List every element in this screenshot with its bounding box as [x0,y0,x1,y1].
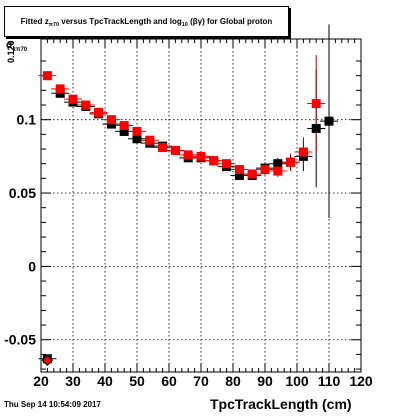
y-top-tick-label: 0.120 [6,40,16,63]
x-tick-label: 80 [225,373,241,389]
x-tick-labels: 20 30 40 50 60 70 80 90 100 110 120 [33,373,373,389]
data-point [260,165,270,175]
data-point [196,151,206,161]
data-point [286,157,296,167]
data-markers [41,71,334,366]
x-tick-label: 40 [97,373,113,389]
data-point [234,165,244,175]
data-point [145,135,155,145]
chart-title: Fitted zπ70 versus TpcTrackLength and lo… [4,6,289,37]
axis-ticks [40,39,362,372]
data-point [209,156,219,166]
data-point [81,100,91,110]
title-z-sub: π70 [48,22,60,28]
data-point [183,150,193,160]
data-point [222,159,232,169]
data-point [170,145,180,155]
y-tick-label: 0.05 [9,185,36,201]
data-point [119,121,129,131]
x-tick-label: 30 [65,373,81,389]
y-tick-label: 0.1 [17,112,37,128]
plot-frame [40,38,362,373]
x-tick-label: 20 [33,373,49,389]
x-tick-label: 110 [318,373,341,389]
data-point [247,169,257,179]
y-tick-label: 0 [28,258,36,274]
title-middle: versus TpcTrackLength and log [61,17,182,26]
grid [41,39,361,372]
data-point [234,170,244,180]
x-axis-title: TpcTrackLength (cm) [210,396,352,412]
data-point [273,159,283,169]
y-tick-label: -0.05 [4,332,36,348]
data-point [42,71,52,81]
y-axis-label-sub: zπ70 [12,47,28,53]
data-point [298,147,308,157]
x-tick-label: 120 [349,373,373,389]
data-point [311,123,321,133]
title-z: z [44,17,49,26]
data-point [273,166,283,176]
data-point [68,94,78,104]
y-axis-label: σzπ70 [6,40,27,53]
data-point [311,99,321,109]
data-point [132,134,142,144]
data-point [324,116,334,126]
x-tick-label: 100 [285,373,309,389]
x-tick-label: 50 [129,373,145,389]
data-point [55,84,65,94]
title-prefix: Fitted [20,17,43,26]
data-point [119,126,129,136]
x-tick-label: 90 [257,373,273,389]
title-log-sub: 10 [181,22,188,28]
data-point [132,126,142,136]
data-point [158,143,168,153]
data-point [106,115,116,125]
diamond-marker [41,354,54,366]
footer-timestamp: Thu Sep 14 10:54:09 2017 [4,400,101,409]
y-axis-label-main: σ [6,40,13,51]
x-tick-label: 70 [193,373,209,389]
title-suffix: (βγ) for Global proton [190,17,273,26]
x-tick-label: 60 [161,373,177,389]
y-tick-labels: -0.05 0 0.05 0.1 [4,112,36,348]
data-point [94,107,104,117]
